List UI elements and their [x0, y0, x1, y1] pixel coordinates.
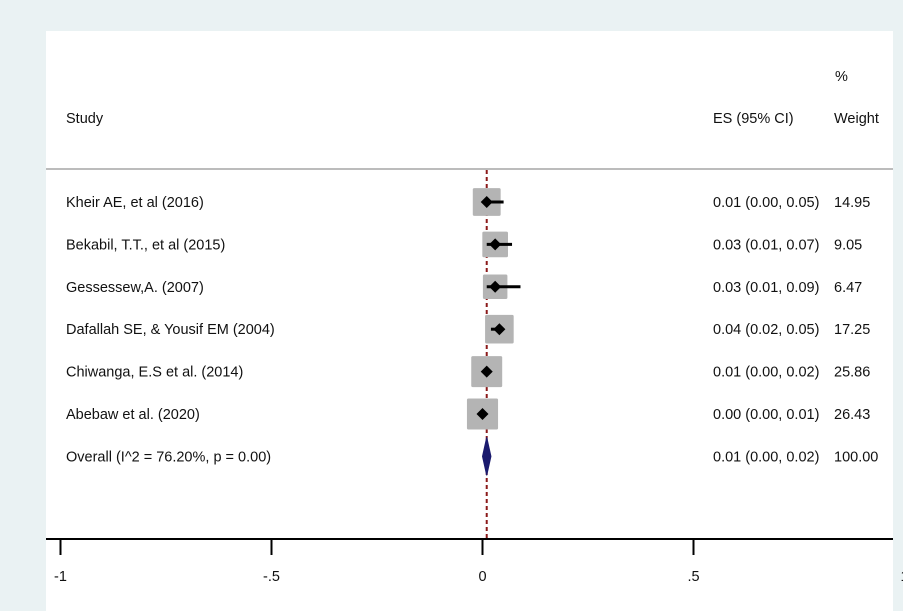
- overall-diamond: [481, 437, 492, 476]
- overall-weight: 100.00: [834, 449, 878, 465]
- point-estimate-marker: [480, 196, 493, 208]
- header-weight: Weight: [834, 111, 879, 127]
- header-es-ci: ES (95% CI): [713, 111, 794, 127]
- study-es-ci: 0.04 (0.02, 0.05): [713, 322, 819, 338]
- study-es-ci: 0.01 (0.00, 0.02): [713, 365, 819, 381]
- x-tick-label: -1: [54, 569, 67, 585]
- point-estimate-marker: [493, 323, 506, 336]
- plot-panel: [46, 31, 893, 611]
- study-es-ci: 0.01 (0.00, 0.05): [713, 195, 819, 211]
- overall-label: Overall (I^2 = 76.20%, p = 0.00): [66, 449, 271, 465]
- study-weight: 6.47: [834, 280, 862, 296]
- study-label: Dafallah SE, & Yousif EM (2004): [66, 322, 275, 338]
- point-estimate-marker: [480, 365, 493, 378]
- study-label: Gessessew,A. (2007): [66, 280, 204, 296]
- study-weight: 26.43: [834, 407, 870, 423]
- x-tick-label: -.5: [263, 569, 280, 585]
- study-weight: 17.25: [834, 322, 870, 338]
- study-es-ci: 0.00 (0.00, 0.01): [713, 407, 819, 423]
- overall-es-ci: 0.01 (0.00, 0.02): [713, 449, 819, 465]
- x-tick-label: .5: [687, 569, 699, 585]
- point-estimate-marker: [489, 238, 502, 251]
- header-weight-percent: %: [835, 69, 848, 85]
- point-estimate-marker: [476, 408, 489, 420]
- x-tick-label: 1: [900, 569, 903, 585]
- x-tick-label: 0: [478, 569, 486, 585]
- study-weight: 9.05: [834, 237, 862, 253]
- study-label: Bekabil, T.T., et al (2015): [66, 237, 225, 253]
- study-es-ci: 0.03 (0.01, 0.09): [713, 280, 819, 296]
- point-estimate-marker: [489, 280, 502, 293]
- study-label: Kheir AE, et al (2016): [66, 195, 204, 211]
- study-weight: 25.86: [834, 365, 870, 381]
- study-label: Chiwanga, E.S et al. (2014): [66, 365, 243, 381]
- header-study: Study: [66, 111, 104, 127]
- study-weight: 14.95: [834, 195, 870, 211]
- study-es-ci: 0.03 (0.01, 0.07): [713, 237, 819, 253]
- study-label: Abebaw et al. (2020): [66, 407, 200, 423]
